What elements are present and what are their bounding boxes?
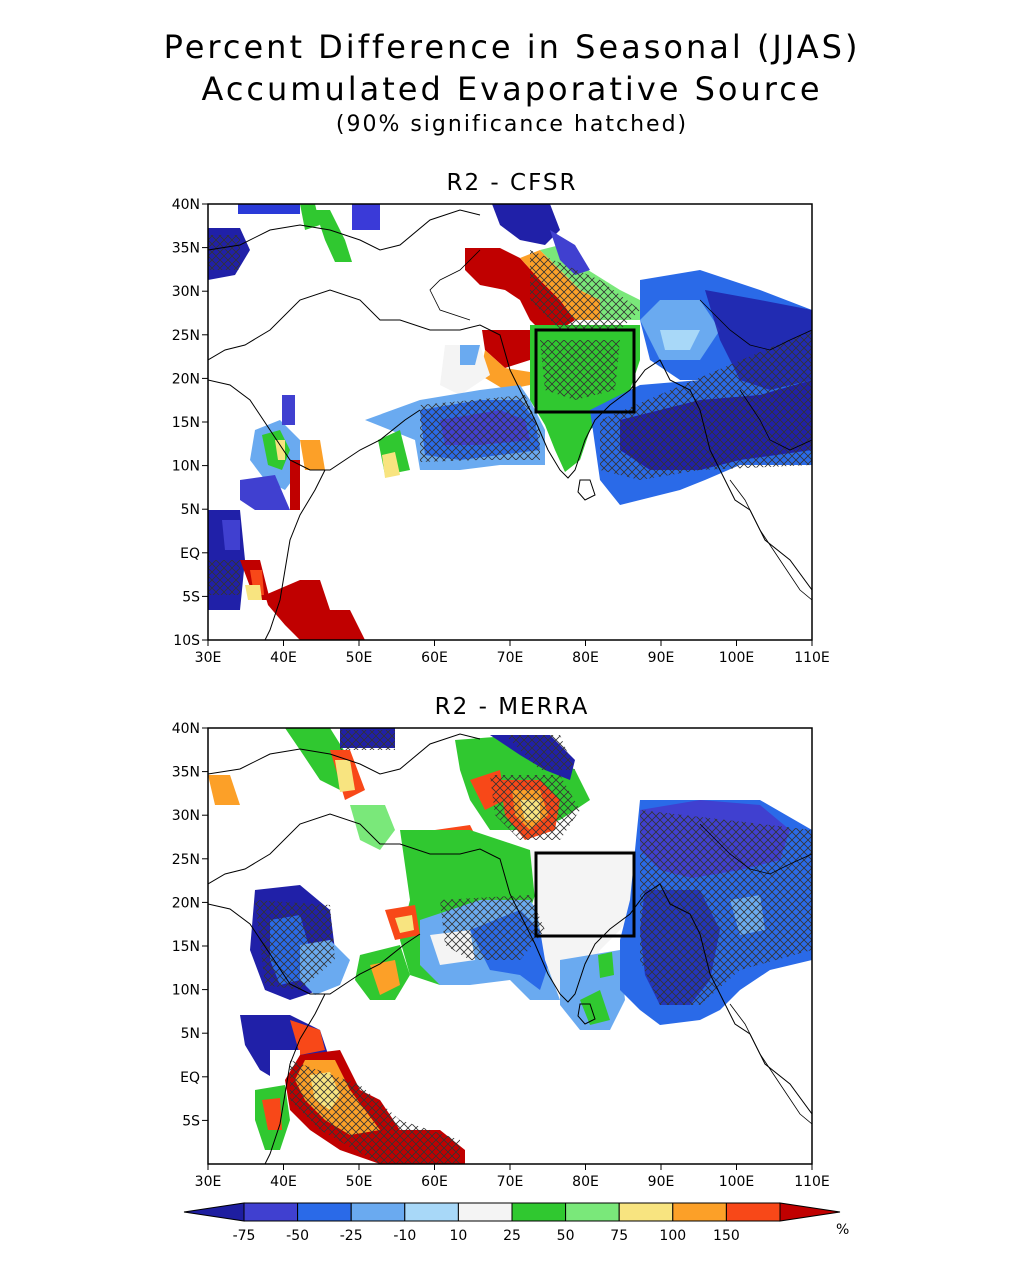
colorbar-label: 100 <box>659 1228 686 1244</box>
map-panel-cfsr <box>208 204 812 640</box>
colorbar-swatch <box>511 1202 567 1222</box>
colorbar-swatch <box>243 1202 299 1222</box>
colorbar-label: -10 <box>393 1228 416 1244</box>
map-panel-merra <box>208 728 812 1164</box>
lon-tick-label: 90E <box>648 650 675 666</box>
colorbar-swatch <box>779 1202 841 1222</box>
lon-tick-label: 80E <box>572 650 599 666</box>
lat-tick-label: 10N <box>172 983 200 999</box>
lon-tick-label: 50E <box>346 650 373 666</box>
lat-tick-label: 25N <box>172 852 200 868</box>
lat-tick-label: 10S <box>173 633 200 649</box>
colorbar-label: -75 <box>233 1228 256 1244</box>
colorbar-label: 50 <box>557 1228 575 1244</box>
lat-tick-label: 35N <box>172 765 200 781</box>
colorbar-swatch <box>565 1202 620 1222</box>
lat-tick-label: 30N <box>172 284 200 300</box>
lon-tick-label: 100E <box>719 650 755 666</box>
lat-tick-label: 35N <box>172 241 200 257</box>
lat-tick-label: 30N <box>172 808 200 824</box>
lon-tick-label: 30E <box>195 1174 222 1190</box>
lon-tick-label: 40E <box>270 1174 297 1190</box>
lon-tick-label: 40E <box>270 650 297 666</box>
colorbar-unit: % <box>836 1222 850 1238</box>
lon-tick-label: 60E <box>421 1174 448 1190</box>
lat-tick-label: 10N <box>172 459 200 475</box>
colorbar-label: 150 <box>713 1228 740 1244</box>
lon-tick-label: 50E <box>346 1174 373 1190</box>
lon-tick-label: 60E <box>421 650 448 666</box>
colorbar-swatch <box>297 1202 352 1222</box>
region-box-merra <box>534 851 636 938</box>
lon-tick-label: 70E <box>497 650 524 666</box>
lat-tick-label: 15N <box>172 415 200 431</box>
lon-tick-label: 80E <box>572 1174 599 1190</box>
colorbar-label: 10 <box>449 1228 467 1244</box>
colorbar-label: 25 <box>503 1228 521 1244</box>
figure-title-line2: Accumulated Evaporative Source <box>201 70 823 108</box>
lat-tick-label: 20N <box>172 895 200 911</box>
lat-tick-label: EQ <box>180 1070 200 1086</box>
lon-tick-label: 110E <box>794 650 830 666</box>
lat-tick-label: 15N <box>172 939 200 955</box>
colorbar-label: 75 <box>610 1228 628 1244</box>
colorbar-swatch <box>350 1202 406 1222</box>
panel-title-merra: R2 - MERRA <box>434 694 590 720</box>
colorbar-swatch <box>618 1202 674 1222</box>
lat-tick-label: 5S <box>182 1113 200 1129</box>
lat-tick-label: 25N <box>172 328 200 344</box>
panel-title-cfsr: R2 - CFSR <box>446 170 578 196</box>
lat-tick-label: 5S <box>182 589 200 605</box>
figure-title-line3: (90% significance hatched) <box>335 112 689 137</box>
lat-tick-label: 40N <box>172 721 200 737</box>
lon-tick-label: 90E <box>648 1174 675 1190</box>
region-box-cfsr <box>534 328 636 414</box>
colorbar-swatch <box>725 1202 781 1222</box>
figure-title-line1: Percent Difference in Seasonal (JJAS) <box>163 28 861 66</box>
colorbar: -75 -50 -25 -10 10 25 50 75 100 150 <box>183 1202 841 1244</box>
lat-tick-label: EQ <box>180 546 200 562</box>
lon-tick-label: 70E <box>497 1174 524 1190</box>
colorbar-swatch <box>183 1202 245 1222</box>
lat-tick-label: 40N <box>172 197 200 213</box>
colorbar-swatch <box>404 1202 459 1222</box>
colorbar-swatch <box>672 1202 727 1222</box>
lat-tick-label: 5N <box>181 502 200 518</box>
colorbar-label: -50 <box>286 1228 309 1244</box>
lon-tick-label: 110E <box>794 1174 830 1190</box>
lon-tick-label: 30E <box>195 650 222 666</box>
colorbar-swatch <box>457 1202 513 1222</box>
lon-tick-label: 100E <box>719 1174 755 1190</box>
lat-tick-label: 20N <box>172 371 200 387</box>
lat-tick-label: 5N <box>181 1026 200 1042</box>
colorbar-label: -25 <box>340 1228 363 1244</box>
